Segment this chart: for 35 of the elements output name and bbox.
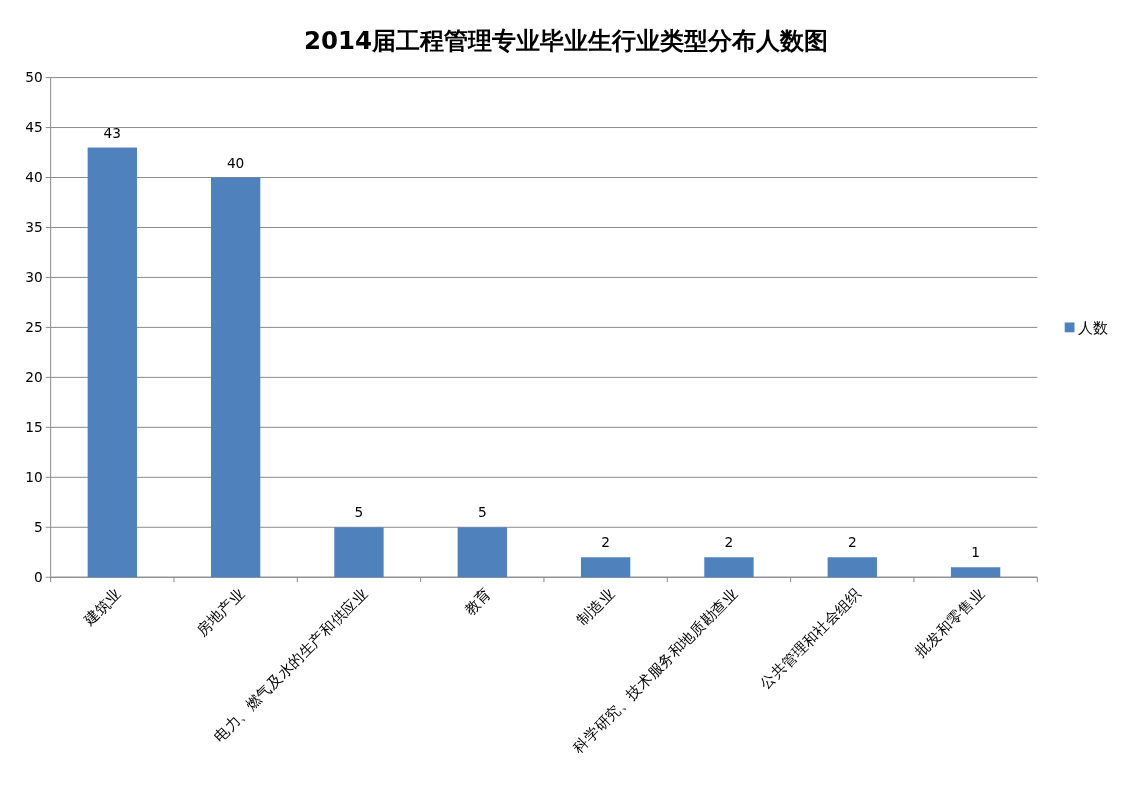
x-tick-label: 制造业 <box>573 584 618 629</box>
data-label: 2 <box>847 534 857 551</box>
legend-label: 人数 <box>1078 318 1109 336</box>
bar <box>827 557 877 578</box>
y-tick-label: 10 <box>25 469 43 486</box>
y-tick-label: 5 <box>34 519 43 536</box>
bar <box>950 567 1001 578</box>
data-label: 5 <box>477 504 487 521</box>
y-tick-label: 25 <box>25 319 43 336</box>
data-label: 40 <box>226 154 245 171</box>
data-label: 43 <box>103 124 122 141</box>
y-tick-label: 45 <box>25 119 43 136</box>
x-tick-label: 批发和零售业 <box>911 584 988 661</box>
bar <box>457 527 507 578</box>
bar <box>334 527 384 578</box>
x-tick-label: 教育 <box>460 584 494 618</box>
data-label: 5 <box>354 504 364 521</box>
data-label: 1 <box>971 544 980 561</box>
data-label: 2 <box>601 534 610 551</box>
y-tick-label: 50 <box>25 69 43 86</box>
bar <box>87 147 137 578</box>
x-tick-label: 建筑业 <box>79 584 124 630</box>
chart-title: 2014届工程管理专业毕业生行业类型分布人数图 <box>303 26 829 56</box>
y-tick-label: 20 <box>25 369 43 386</box>
bar <box>210 177 261 578</box>
bar <box>704 557 754 578</box>
bar <box>580 557 631 578</box>
y-tick-label: 15 <box>25 419 43 436</box>
y-tick-label: 40 <box>25 169 43 186</box>
x-tick-label: 公共管理和社会组织 <box>756 584 864 693</box>
y-tick-label: 30 <box>25 269 43 286</box>
data-label: 2 <box>724 534 734 551</box>
x-tick-label: 房地产业 <box>192 584 248 640</box>
y-tick-label: 0 <box>34 569 43 586</box>
y-tick-label: 35 <box>25 219 43 236</box>
